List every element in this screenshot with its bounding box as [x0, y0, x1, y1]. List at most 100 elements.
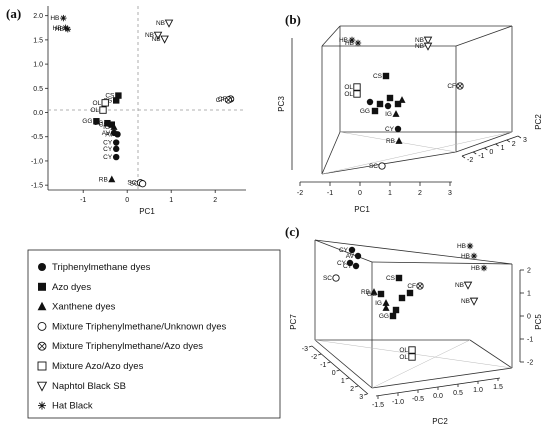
legend-marker-triangle-filled: [37, 301, 47, 311]
point-label: NB: [455, 282, 464, 289]
marker-square-filled: [394, 100, 402, 108]
point-cs: CS: [373, 72, 390, 80]
marker-circle-filled: [394, 125, 402, 133]
point-nb: NB: [152, 35, 169, 44]
point-label: GG: [379, 313, 389, 320]
point-label: IG: [385, 111, 392, 118]
y-tick-label: 2.0: [33, 13, 43, 20]
marker-circle-cross: [416, 282, 424, 290]
point-label: NB: [415, 37, 424, 44]
point-nb: NB: [461, 297, 479, 306]
marker-square-filled: [389, 312, 397, 320]
point-label: CS: [105, 93, 115, 100]
point-label: SC: [323, 275, 332, 282]
y-tick-label: -1.5: [31, 183, 43, 190]
point-cy: CY: [103, 153, 120, 161]
marker-asterisk: [480, 264, 488, 272]
point-ig: IG: [375, 299, 390, 307]
point-label: NB: [461, 298, 470, 305]
x-tick-label: 3: [448, 190, 452, 197]
panel-a-xlabel: PC1: [139, 207, 155, 216]
point-label: CF: [216, 97, 225, 104]
marker-square-filled: [115, 92, 122, 99]
point-label: CY: [103, 140, 113, 147]
point-label: OL: [90, 107, 99, 114]
panel-label-a: (a): [6, 6, 21, 21]
point-nb: NB: [145, 31, 163, 40]
point-label: NB: [145, 32, 154, 39]
panel-b-zlabel: PC3: [277, 96, 286, 112]
point-label: CY: [103, 146, 113, 153]
marker-triangle-filled: [382, 299, 390, 306]
legend-label: Mixture Triphenylmethane/Unknown dyes: [52, 321, 227, 332]
point-label: CY: [103, 154, 113, 161]
point-cy: CY: [337, 259, 354, 267]
point-hb: HB: [471, 264, 488, 272]
legend-marker-circle-cross: [37, 341, 47, 351]
point-label: GG: [82, 118, 92, 125]
legend-item: Mixture Triphenylmethane/Azo dyes: [37, 341, 203, 352]
y-tick-label: 0: [489, 149, 493, 156]
marker-circle-filled: [346, 259, 354, 267]
marker-circle-cross: [456, 82, 464, 90]
legend-marker-triangle-down-open: [36, 381, 48, 392]
point-ol: OL: [344, 83, 361, 91]
marker-triangle-filled: [382, 304, 390, 311]
point-ol: OL: [344, 90, 361, 98]
point-label: CF: [447, 83, 456, 90]
legend-item: Hat Black: [38, 401, 93, 412]
x-tick-label: 0: [358, 190, 362, 197]
point-label: IG: [103, 124, 110, 131]
point-nb: NB: [415, 36, 433, 45]
point-label: HB: [345, 40, 354, 47]
y-tick-label: -0.5: [31, 134, 43, 141]
point-label: HB: [461, 253, 470, 260]
point-label: HB: [50, 15, 59, 22]
point-label: SC: [127, 180, 136, 187]
marker-triangle-down-open: [164, 19, 174, 28]
marker-circle-filled: [113, 153, 120, 161]
marker-asterisk: [64, 26, 71, 33]
z-tick-label: -2: [527, 360, 533, 367]
marker-asterisk: [354, 39, 362, 47]
marker-triangle-filled: [392, 110, 400, 117]
y-tick-label: 0.0: [33, 110, 43, 117]
legend-box: [27, 249, 281, 419]
marker-triangle-filled: [108, 175, 116, 183]
point-hb: HB: [345, 39, 362, 47]
point-cf: CF: [447, 82, 464, 90]
point-label: RB: [386, 138, 395, 145]
point-label: OL: [399, 354, 408, 361]
y-tick-label: 2: [350, 386, 354, 393]
point-label: HB: [339, 37, 348, 44]
point-sc: SC: [323, 274, 340, 282]
point-label: CY: [339, 247, 349, 254]
point-label: NB: [415, 43, 424, 50]
y-tick-label: -1.0: [31, 158, 43, 165]
point-cs: CS: [386, 274, 403, 282]
z-tick-label: 2: [527, 268, 531, 275]
point-label: CS: [99, 122, 109, 129]
point-av: AV: [105, 131, 121, 138]
point-label: AV: [346, 253, 355, 260]
point-rb: RB: [99, 175, 116, 183]
legend-item: Mixture Azo/Azo dyes: [37, 361, 144, 372]
marker-square-filled: [104, 119, 111, 127]
point-cy: CY: [103, 139, 120, 147]
point-label: CY: [385, 126, 395, 133]
marker-asterisk: [348, 36, 356, 44]
x-tick-label: -0.5: [412, 396, 424, 403]
marker-square-open: [353, 90, 361, 98]
marker-square-filled: [371, 107, 379, 115]
point-label: CY: [343, 263, 353, 270]
marker-square-filled: [406, 289, 414, 297]
y-tick-label: -1: [478, 153, 484, 160]
y-tick-label: -2: [311, 354, 317, 361]
marker-triangle-filled: [110, 123, 118, 130]
legend-label: Naphtol Black SB: [52, 381, 126, 392]
marker-triangle-down-open: [423, 36, 433, 45]
legend-label: Mixture Triphenylmethane/Azo dyes: [52, 341, 203, 352]
legend-item: Mixture Triphenylmethane/Unknown dyes: [37, 321, 227, 332]
point-nb: NB: [455, 281, 473, 290]
